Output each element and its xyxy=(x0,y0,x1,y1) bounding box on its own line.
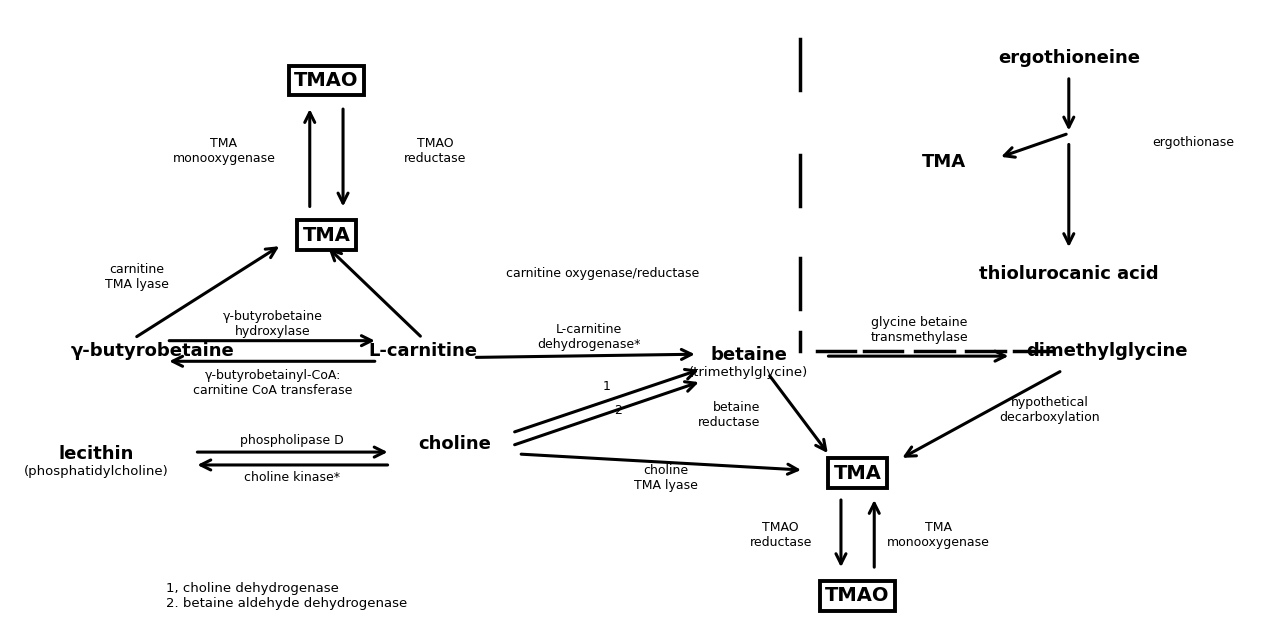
Text: choline kinase*: choline kinase* xyxy=(244,471,340,484)
Text: 2: 2 xyxy=(614,404,622,417)
Text: γ-butyrobetaine: γ-butyrobetaine xyxy=(70,342,234,360)
Text: γ-butyrobetainyl-CoA:
carnitine CoA transferase: γ-butyrobetainyl-CoA: carnitine CoA tran… xyxy=(193,369,352,397)
Text: ergothioneine: ergothioneine xyxy=(998,49,1139,67)
Text: (phosphatidylcholine): (phosphatidylcholine) xyxy=(23,465,169,478)
Text: ergothionase: ergothionase xyxy=(1152,137,1234,149)
Text: TMA: TMA xyxy=(302,225,351,245)
Text: carnitine oxygenase/reductase: carnitine oxygenase/reductase xyxy=(506,267,699,280)
Text: 1, choline dehydrogenase
2. betaine aldehyde dehydrogenase: 1, choline dehydrogenase 2. betaine alde… xyxy=(166,582,407,610)
Text: TMA: TMA xyxy=(833,464,882,483)
Text: TMAO
reductase: TMAO reductase xyxy=(750,520,812,549)
Text: choline
TMA lyase: choline TMA lyase xyxy=(634,464,698,492)
Text: 1: 1 xyxy=(603,380,611,393)
Text: TMAO: TMAO xyxy=(826,586,890,605)
Text: (trimethylglycine): (trimethylglycine) xyxy=(689,366,809,379)
Text: γ-butyrobetaine
hydroxylase: γ-butyrobetaine hydroxylase xyxy=(223,310,323,338)
Text: phospholipase D: phospholipase D xyxy=(239,434,344,447)
Text: thiolurocanic acid: thiolurocanic acid xyxy=(979,265,1158,283)
Text: glycine betaine
transmethylase: glycine betaine transmethylase xyxy=(870,316,968,344)
Text: L-carnitine: L-carnitine xyxy=(367,342,477,360)
Text: betaine: betaine xyxy=(710,346,787,365)
Text: TMA
monooxygenase: TMA monooxygenase xyxy=(887,520,989,549)
Text: carnitine
TMA lyase: carnitine TMA lyase xyxy=(105,263,169,291)
Text: TMAO
reductase: TMAO reductase xyxy=(404,137,466,166)
Text: TMA
monooxygenase: TMA monooxygenase xyxy=(173,137,275,166)
Text: TMAO: TMAO xyxy=(294,71,358,90)
Text: choline: choline xyxy=(419,435,490,453)
Text: lecithin: lecithin xyxy=(59,445,133,463)
Text: hypothetical
decarboxylation: hypothetical decarboxylation xyxy=(1000,396,1100,424)
Text: dimethylglycine: dimethylglycine xyxy=(1027,342,1188,360)
Text: betaine
reductase: betaine reductase xyxy=(698,401,760,430)
Text: TMA: TMA xyxy=(923,153,966,171)
Text: L-carnitine
dehydrogenase*: L-carnitine dehydrogenase* xyxy=(538,323,640,351)
